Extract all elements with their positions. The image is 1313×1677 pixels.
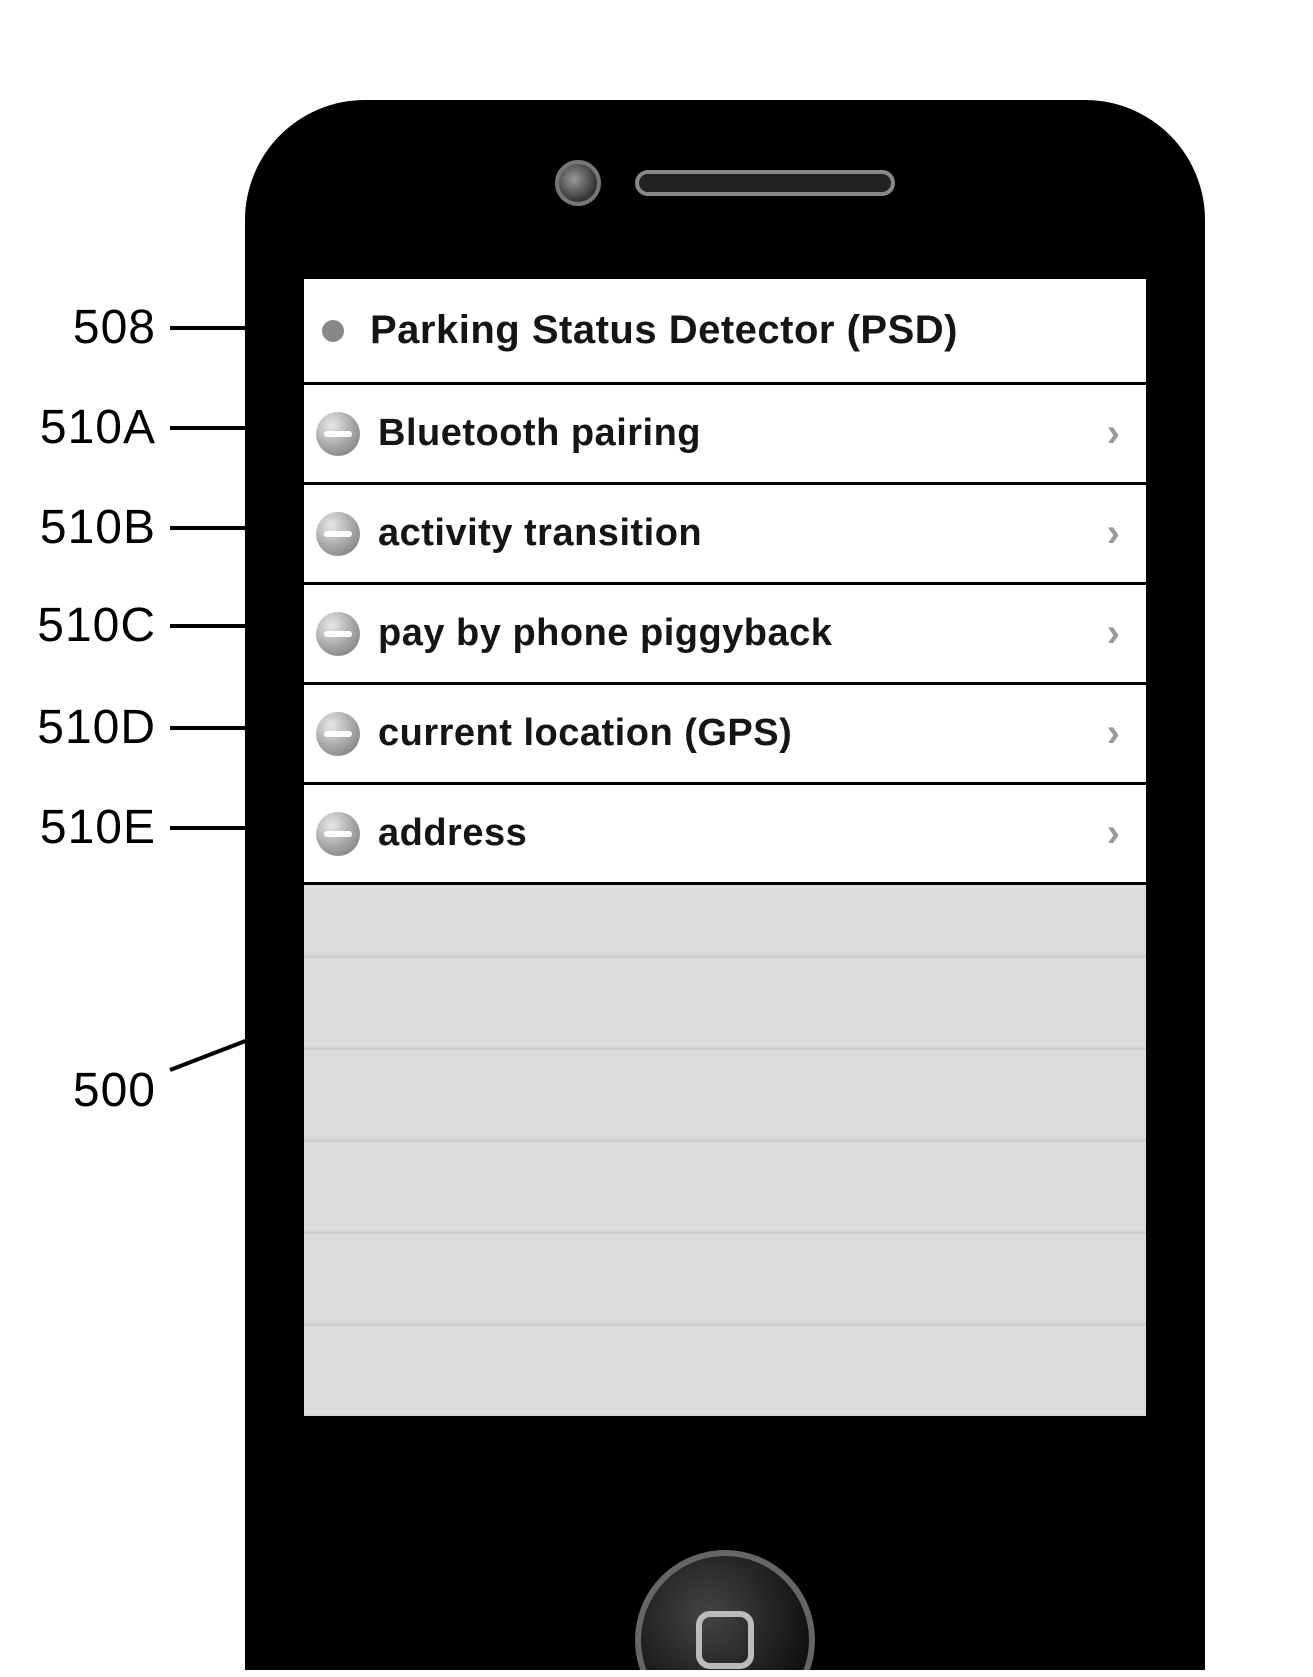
list-item-pay[interactable]: pay by phone piggyback › xyxy=(304,585,1146,685)
list-item-activity[interactable]: activity transition › xyxy=(304,485,1146,585)
callout-label: 510C xyxy=(10,598,170,653)
callout-label: 510A xyxy=(10,400,170,455)
list-item-label: activity transition xyxy=(374,512,1093,555)
chevron-right-icon: › xyxy=(1107,511,1126,556)
chevron-right-icon: › xyxy=(1107,611,1126,656)
minus-icon xyxy=(316,712,360,756)
phone-top xyxy=(245,100,1205,270)
list-item-label: address xyxy=(374,812,1093,855)
camera-icon xyxy=(555,160,601,206)
screen-background xyxy=(304,885,1146,1416)
header-label: Parking Status Detector (PSD) xyxy=(362,308,1126,353)
home-square-icon xyxy=(696,1611,754,1669)
figure-canvas: 508 510A 510B 510C 510D 510E 500 xyxy=(0,0,1313,1677)
phone-screen: Parking Status Detector (PSD) Bluetooth … xyxy=(300,275,1150,1420)
minus-icon xyxy=(316,512,360,556)
list-item-label: Bluetooth pairing xyxy=(374,412,1093,455)
minus-icon xyxy=(316,812,360,856)
list-item-address[interactable]: address › xyxy=(304,785,1146,885)
minus-icon xyxy=(316,412,360,456)
callout-label: 500 xyxy=(10,1063,170,1118)
callout-label: 510B xyxy=(10,500,170,555)
callout-label: 508 xyxy=(10,300,170,355)
list-item-label: current location (GPS) xyxy=(374,712,1093,755)
chevron-right-icon: › xyxy=(1107,811,1126,856)
phone-frame: Parking Status Detector (PSD) Bluetooth … xyxy=(245,100,1205,1670)
callout-label: 510D xyxy=(10,700,170,755)
settings-list: Parking Status Detector (PSD) Bluetooth … xyxy=(304,279,1146,885)
home-button[interactable] xyxy=(635,1550,815,1670)
speaker-icon xyxy=(635,170,895,196)
chevron-right-icon: › xyxy=(1107,411,1126,456)
minus-icon xyxy=(316,612,360,656)
list-item-gps[interactable]: current location (GPS) › xyxy=(304,685,1146,785)
list-item-bluetooth[interactable]: Bluetooth pairing › xyxy=(304,385,1146,485)
list-header: Parking Status Detector (PSD) xyxy=(304,279,1146,385)
list-item-label: pay by phone piggyback xyxy=(374,612,1093,655)
callout-label: 510E xyxy=(10,800,170,855)
chevron-right-icon: › xyxy=(1107,711,1126,756)
bullet-icon xyxy=(322,320,344,342)
